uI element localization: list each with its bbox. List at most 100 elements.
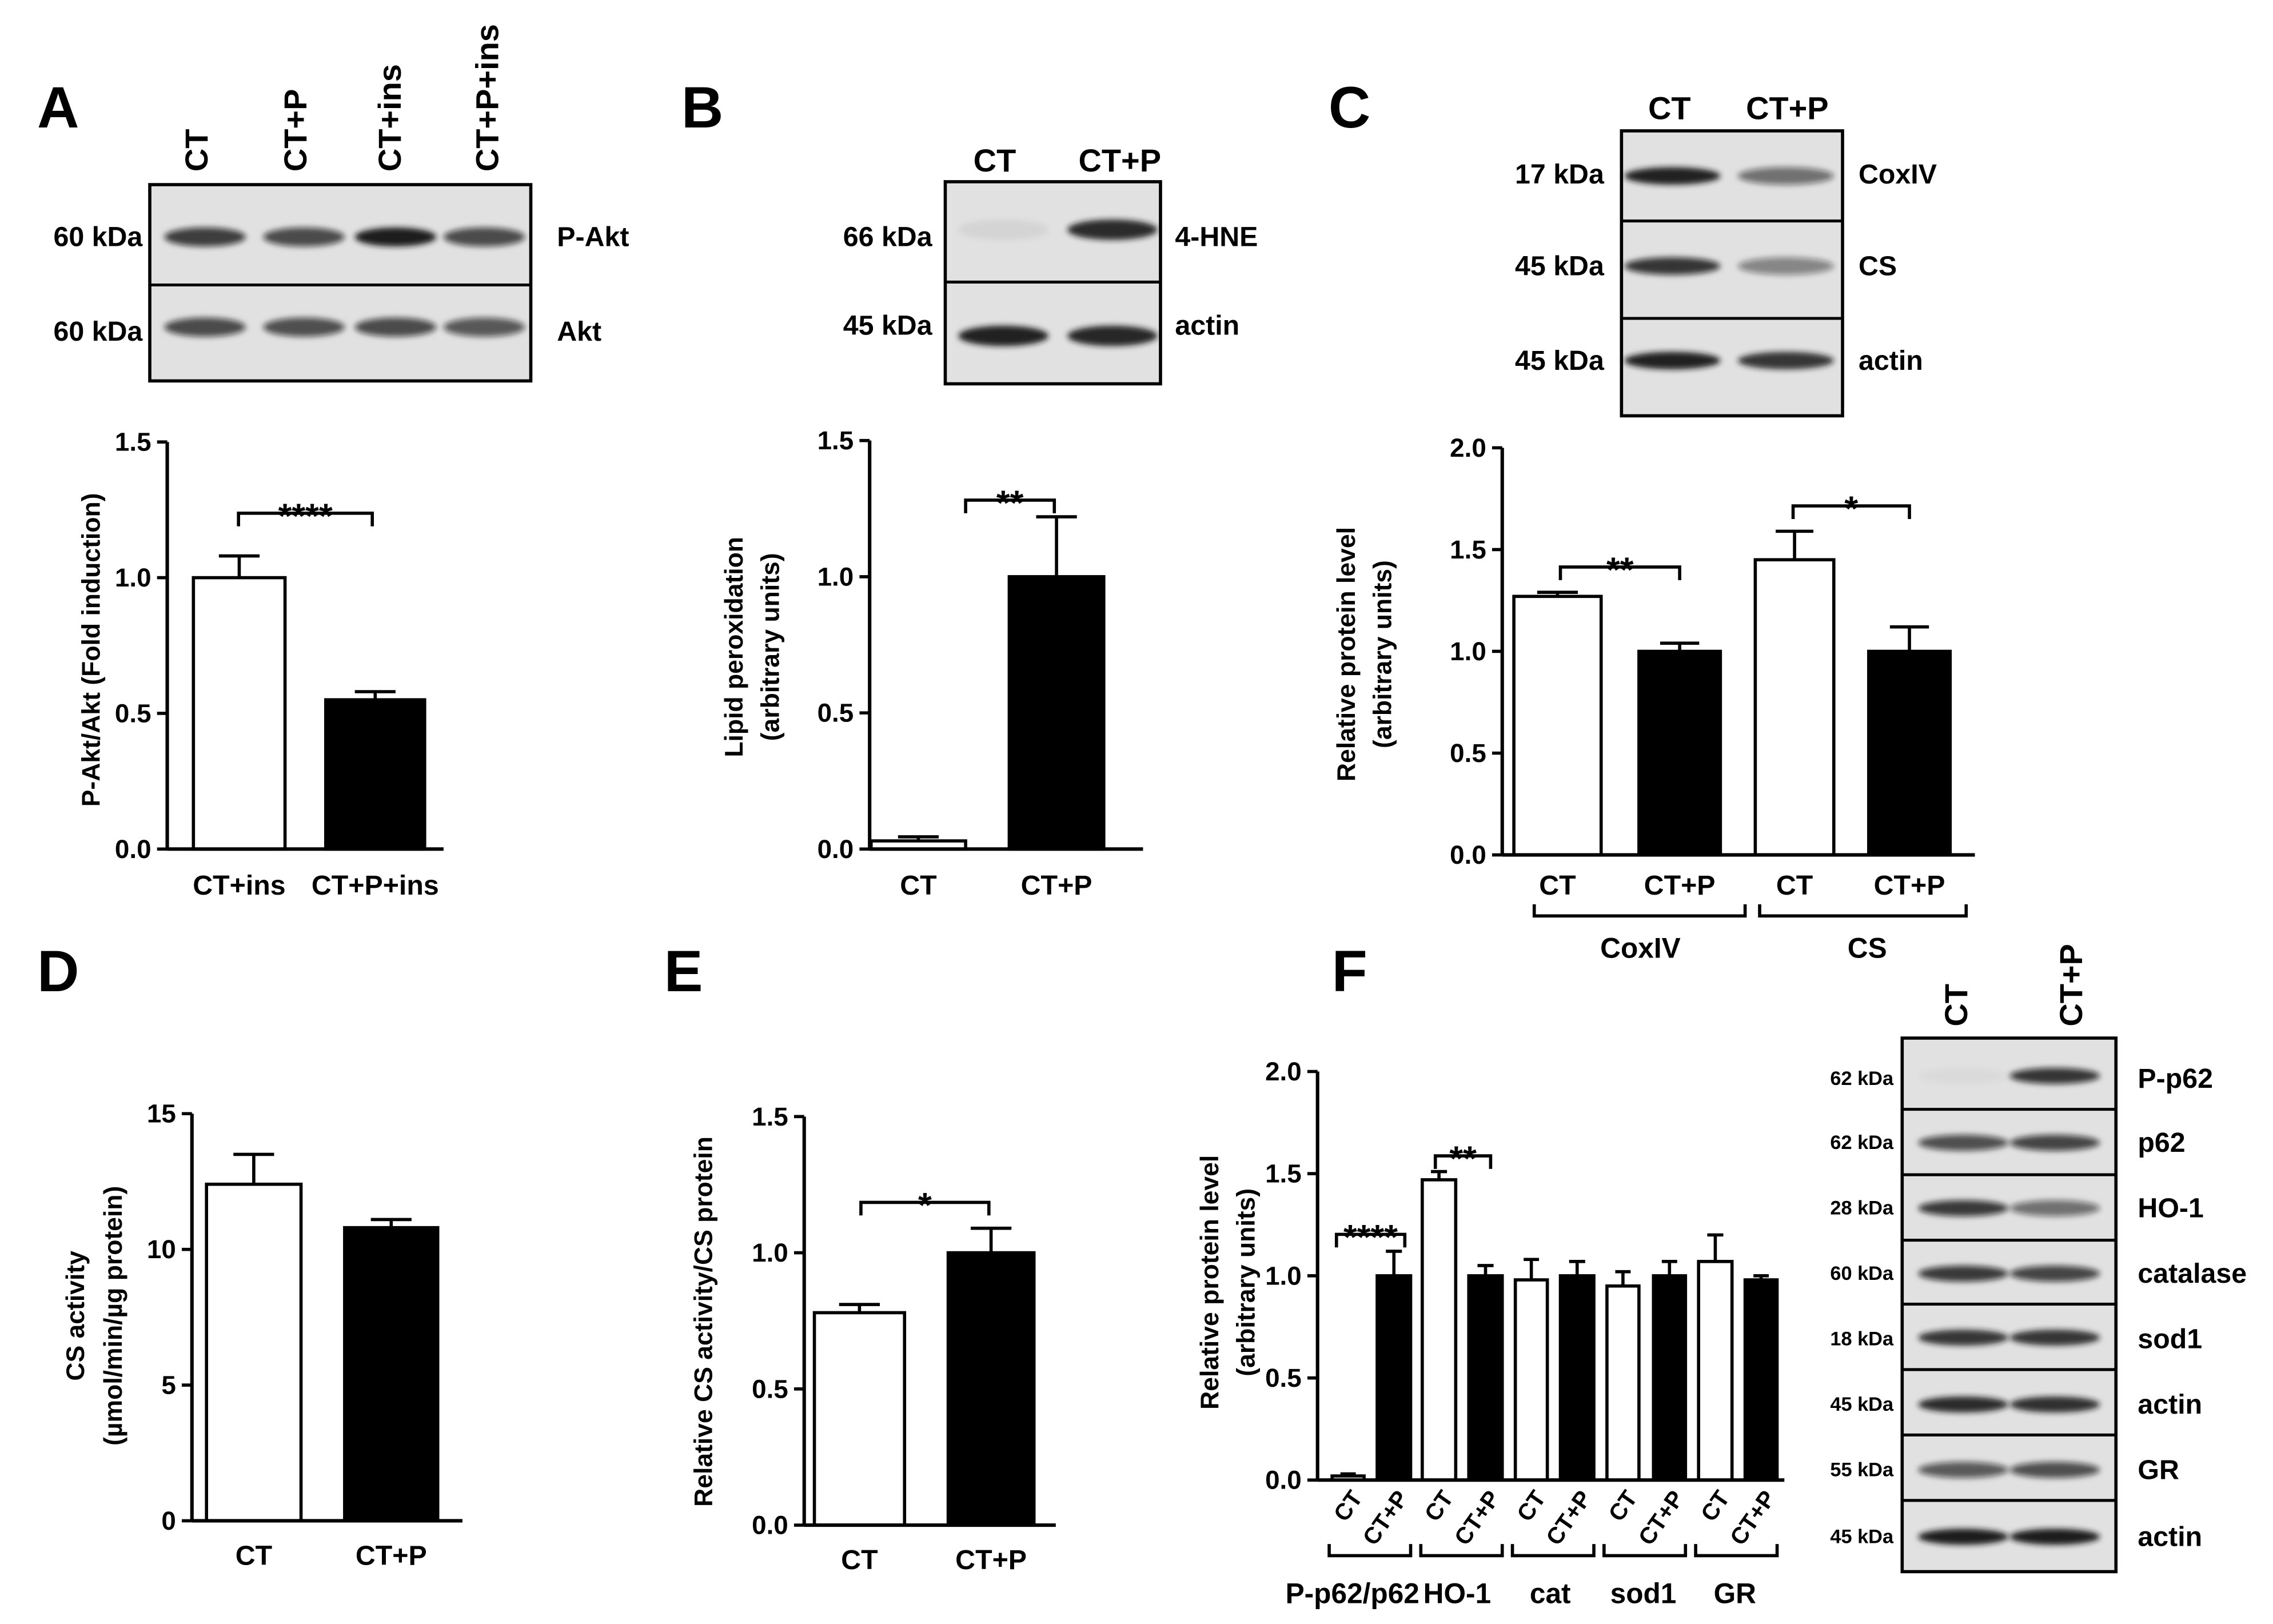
blot-band: [1918, 1135, 2009, 1151]
bar: [946, 1251, 1036, 1527]
significance-label: *: [918, 1186, 932, 1224]
protein-label: actin: [1859, 345, 1923, 376]
y-tick-label: 1.5: [1265, 1159, 1302, 1188]
significance-bracket: [1558, 565, 1681, 580]
y-tick-label: 0: [161, 1506, 176, 1535]
y-tick-label: 0.0: [115, 835, 151, 864]
protein-label: sod1: [2138, 1323, 2202, 1354]
significance-label: **: [996, 483, 1024, 522]
molecular-weight-label: 45 kDa: [1515, 250, 1605, 281]
lane-label: CT+P+ins: [469, 24, 505, 171]
x-tick-label: CT+ins: [193, 870, 285, 901]
y-tick-label: 10: [147, 1235, 176, 1264]
blot-band: [1737, 167, 1834, 185]
blot-band: [263, 317, 345, 337]
bar: [192, 576, 287, 851]
blot-frame: [943, 180, 1162, 386]
y-tick-label: 1.0: [1450, 637, 1486, 666]
protein-label: CS: [1859, 250, 1897, 281]
y-axis-label: Relative protein level: [1333, 527, 1361, 781]
molecular-weight-label: 45 kDa: [1515, 345, 1605, 376]
bar-chart-a: 0.0 0.5 1.0 1.5 CT+ins CT+P+ins P-Akt/Akt (Fol…: [78, 428, 444, 901]
bar: [324, 698, 426, 851]
x-tick-label: CT: [1419, 1486, 1458, 1526]
x-tick-label: CT: [900, 870, 936, 901]
significance-bracket: [1334, 1232, 1407, 1248]
molecular-weight-label: 60 kDa: [53, 316, 143, 347]
x-tick-label: CT: [1776, 870, 1813, 901]
y-tick-label: 0.5: [1450, 739, 1486, 768]
bar: [1512, 594, 1603, 857]
protein-label: Akt: [557, 316, 601, 347]
blot-band: [2009, 1200, 2100, 1216]
y-axis-label: Relative CS activity/CS protein: [690, 1136, 718, 1507]
x-tick-label: CT: [841, 1545, 878, 1575]
lane-label: CT+P: [1746, 90, 1829, 126]
group-bracket: [1327, 1544, 1413, 1558]
lane-label: CT+P: [1078, 142, 1161, 178]
panel-d: D 0 5 10 15 CT CT+P CS activity (µmol/min/µg pro…: [37, 939, 462, 1571]
blot-b: 66 kDa 4-HNE 45 kDa actin CT CT+P: [843, 142, 1258, 386]
bar: [1421, 1178, 1458, 1482]
blot-band: [443, 228, 525, 247]
y-axis-label: Lipid peroxidation: [720, 537, 748, 757]
panel-e: E 0.0 0.5 1.0 1.5 CT CT+P Relative CS activity/…: [664, 939, 1056, 1575]
blot-band: [1918, 1068, 2008, 1084]
x-tick-label: CT: [1512, 1486, 1551, 1526]
x-tick-label: CT+P: [1725, 1486, 1781, 1550]
molecular-weight-label: 45 kDa: [1830, 1526, 1894, 1547]
significance-label: *: [1844, 489, 1858, 528]
y-axis-label: CS activity: [62, 1251, 90, 1381]
blot-frame: [1900, 1036, 2118, 1574]
bar: [1753, 558, 1836, 857]
y-axis-label: (arbitrary units): [757, 553, 785, 741]
bar: [1867, 649, 1952, 857]
x-tick-label: CT: [1603, 1486, 1642, 1526]
lane-label: CT: [1648, 90, 1691, 126]
bar: [1652, 1274, 1688, 1482]
y-tick-label: 1.5: [1450, 535, 1486, 564]
y-tick-label: 0.0: [818, 835, 854, 864]
group-bracket: [1602, 1544, 1688, 1558]
blot-band: [1918, 1266, 2009, 1282]
bar-chart-e: 0.0 0.5 1.0 1.5 CT CT+P Relative CS activity/C…: [690, 1102, 1056, 1575]
x-tick-label: CT: [1696, 1486, 1735, 1526]
molecular-weight-label: 60 kDa: [53, 222, 143, 253]
protein-label: actin: [2138, 1389, 2202, 1420]
x-tick-label: CT+P: [1541, 1486, 1597, 1550]
blot-band: [2009, 1529, 2100, 1545]
protein-label: p62: [2138, 1127, 2185, 1158]
group-label: CS: [1848, 932, 1887, 964]
y-axis-label: (arbitrary units): [1233, 1188, 1261, 1376]
y-tick-label: 1.5: [818, 426, 854, 455]
y-tick-label: 1.5: [115, 428, 151, 457]
x-tick-label: CT+P: [955, 1545, 1027, 1575]
blot-band: [1918, 1200, 2009, 1216]
significance-label: ****: [278, 496, 333, 535]
bar: [1375, 1274, 1413, 1482]
blot-band: [443, 317, 525, 337]
blot-band: [2009, 1135, 2100, 1151]
molecular-weight-label: 66 kDa: [843, 222, 933, 253]
blot-band: [1624, 167, 1721, 185]
bar: [343, 1226, 440, 1523]
blot-band: [1918, 1462, 2009, 1478]
blot-band: [2009, 1462, 2100, 1478]
y-tick-label: 0.5: [115, 699, 151, 728]
protein-label: CoxIV: [1859, 159, 1937, 190]
y-axis-label: (µmol/min/µg protein): [99, 1186, 127, 1446]
y-tick-label: 15: [147, 1099, 176, 1128]
molecular-weight-label: 45 kDa: [843, 310, 933, 341]
x-tick-label: CT+P: [1644, 870, 1716, 901]
protein-label: actin: [1175, 310, 1239, 341]
significance-bracket: [237, 512, 374, 526]
protein-label: P-p62: [2138, 1063, 2213, 1094]
blot-band: [1918, 1396, 2009, 1412]
bar: [1743, 1278, 1779, 1482]
blot-band: [1624, 257, 1721, 275]
blot-a: 60 kDa P-Akt 60 kDa Akt CT CT+P CT+ins CT+P+ins: [53, 24, 629, 383]
bar-chart-d: 0 5 10 15 CT CT+P CS activity (µmol/min/µg prot…: [62, 1099, 462, 1571]
group-bracket: [1532, 904, 1747, 918]
blot-band: [1624, 352, 1721, 370]
